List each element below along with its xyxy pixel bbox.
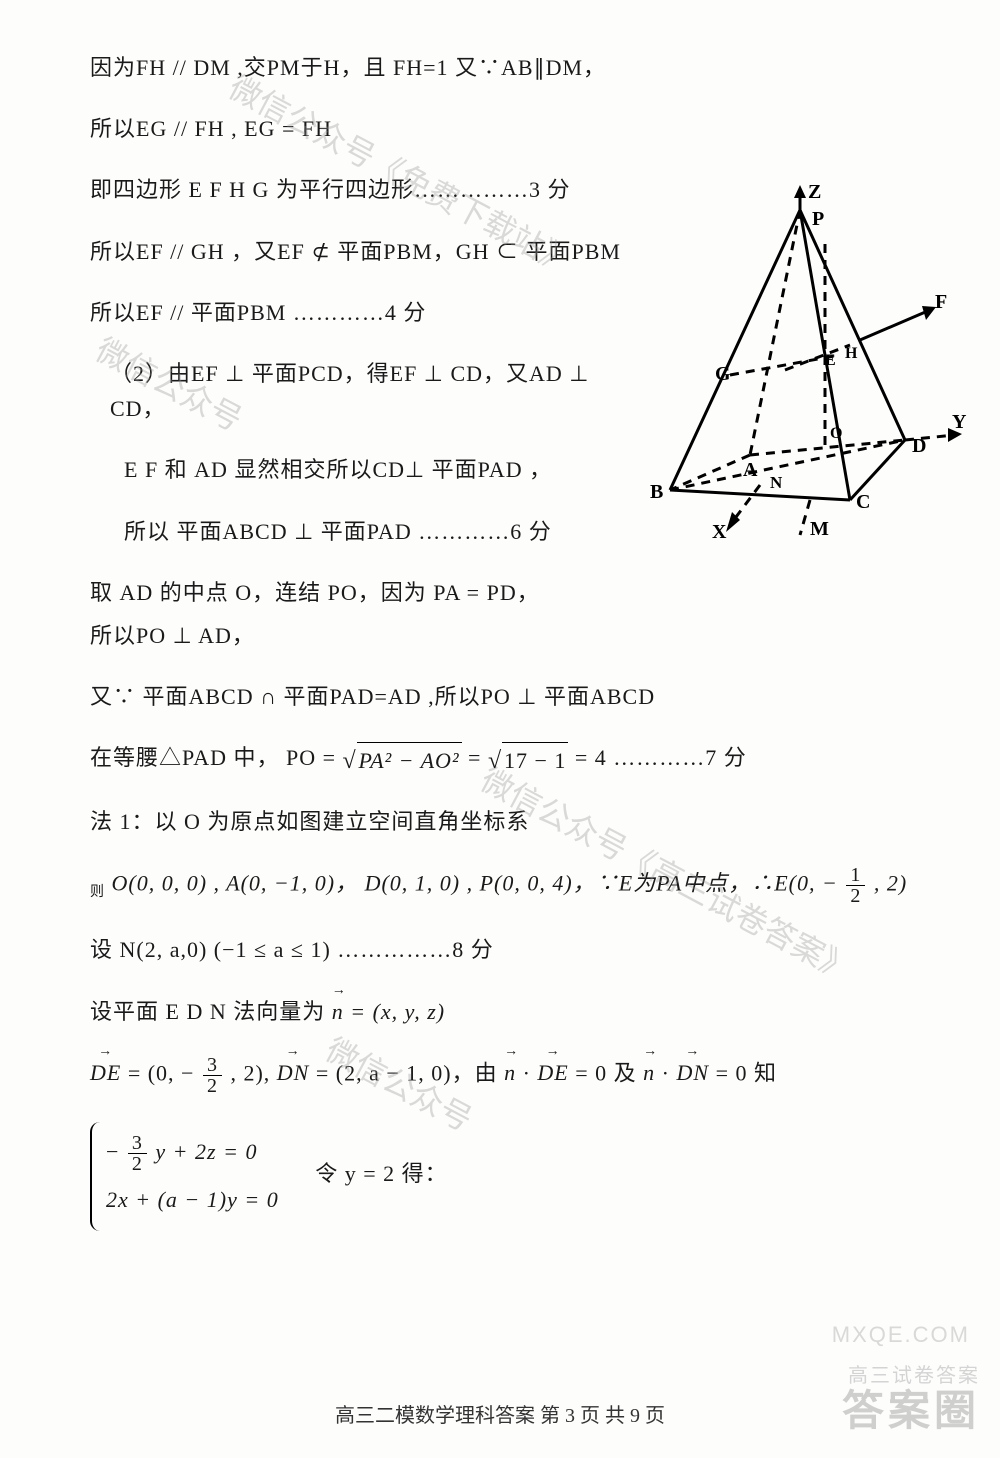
lbl-O: O bbox=[830, 425, 842, 442]
equation-system: − 3 2 y + 2z = 0 2x + (a − 1)y = 0 令 y =… bbox=[90, 1122, 940, 1231]
watermark-mxqe: MXQE.COM bbox=[832, 1322, 970, 1348]
lbl-D: D bbox=[912, 435, 926, 457]
sqrt-2: 17 − 1 bbox=[488, 742, 568, 778]
line-16: DE = (0, − 3 2 , 2), DN = (2, a − 1, 0)，… bbox=[90, 1055, 940, 1096]
vec-n: n bbox=[332, 994, 344, 1029]
line-6: （2）由EF ⊥ 平面PCD，得EF ⊥ CD，又AD ⊥ CD， bbox=[90, 356, 630, 426]
line-9b: 所以PO ⊥ AD， bbox=[90, 618, 940, 653]
line-5: 所以EF // 平面PBM …………4 分 bbox=[90, 295, 620, 330]
l15-post: = (x, y, z) bbox=[350, 999, 445, 1024]
l11-post: = 4 …………7 分 bbox=[575, 745, 747, 770]
line-13: 则 O(0, 0, 0) , A(0, −1, 0)， D(0, 1, 0) ,… bbox=[90, 865, 940, 906]
line-9a: 取 AD 的中点 O，连结 PO，因为 PA = PD， bbox=[90, 575, 940, 610]
vec-n1: n bbox=[504, 1055, 516, 1090]
l11-mid: = bbox=[468, 745, 488, 770]
lbl-C: C bbox=[856, 491, 870, 513]
line-2: 所以EG // FH , EG = FH bbox=[90, 111, 940, 146]
line-12: 法 1：以 O 为原点如图建立空间直角坐标系 bbox=[90, 804, 940, 839]
vec-DE: DE bbox=[90, 1055, 121, 1090]
line-11: 在等腰△PAD 中， PO = PA² − AO² = 17 − 1 = 4 …… bbox=[90, 740, 940, 778]
lbl-M: M bbox=[810, 518, 829, 540]
lbl-Z: Z bbox=[808, 181, 821, 203]
frac-half: 1 2 bbox=[846, 865, 865, 906]
lbl-X: X bbox=[712, 521, 727, 543]
brace: − 3 2 y + 2z = 0 2x + (a − 1)y = 0 bbox=[90, 1122, 279, 1231]
lbl-G: G bbox=[715, 363, 731, 385]
lbl-B: B bbox=[650, 481, 663, 503]
vec-DE2: DE bbox=[537, 1055, 568, 1090]
sqrt-1: PA² − AO² bbox=[343, 742, 462, 778]
lbl-N: N bbox=[770, 473, 783, 492]
line-4: 所以EF // GH ，又EF ⊄ 平面PBM，GH ⊂ 平面PBM bbox=[90, 234, 650, 269]
lbl-A: A bbox=[743, 459, 758, 481]
vec-DN2: DN bbox=[677, 1055, 710, 1090]
l15-pre: 设平面 E D N 法向量为 bbox=[90, 999, 332, 1024]
l13-post: , 2) bbox=[874, 871, 907, 896]
vec-n2: n bbox=[643, 1055, 655, 1090]
line-10: 又∵ 平面ABCD ∩ 平面PAD=AD ,所以PO ⊥ 平面ABCD bbox=[90, 679, 940, 714]
page: 微信公众号《免费下载站》 微信公众号 微信公众号《高三试卷答案》 微信公众号 M… bbox=[0, 0, 1000, 1458]
frac-3-2a: 3 2 bbox=[203, 1055, 222, 1096]
sys-side: 令 y = 2 得： bbox=[315, 1161, 447, 1186]
lbl-Y: Y bbox=[952, 411, 967, 433]
geometry-figure: Z P F E H G O D Y A B N C M X bbox=[630, 180, 970, 550]
frac-3-2b: 3 2 bbox=[128, 1133, 147, 1174]
lbl-H: H bbox=[845, 345, 858, 362]
lbl-E: E bbox=[825, 352, 836, 369]
l13-pre: 则 bbox=[90, 885, 105, 900]
line-14: 设 N(2, a,0) (−1 ≤ a ≤ 1) ……………8 分 bbox=[90, 932, 940, 967]
lbl-P: P bbox=[812, 208, 824, 230]
lbl-F: F bbox=[935, 291, 947, 313]
line-1: 因为FH // DM ,交PM于H，且 FH=1 又∵AB∥DM， bbox=[90, 50, 940, 85]
l13-body: O(0, 0, 0) , A(0, −1, 0)， D(0, 1, 0) , P… bbox=[112, 871, 845, 896]
l11-pre: 在等腰△PAD 中， PO = bbox=[90, 745, 343, 770]
vec-DN: DN bbox=[277, 1055, 310, 1090]
page-footer: 高三二模数学理科答案 第 3 页 共 9 页 bbox=[0, 1399, 1000, 1428]
line-15: 设平面 E D N 法向量为 n = (x, y, z) bbox=[90, 994, 940, 1029]
line-3: 即四边形 E F H G 为平行四边形……………3 分 bbox=[90, 172, 620, 207]
line-7: E F 和 AD 显然相交所以CD⊥ 平面PAD ， bbox=[90, 452, 600, 487]
line-8: 所以 平面ABCD ⊥ 平面PAD …………6 分 bbox=[90, 514, 620, 549]
